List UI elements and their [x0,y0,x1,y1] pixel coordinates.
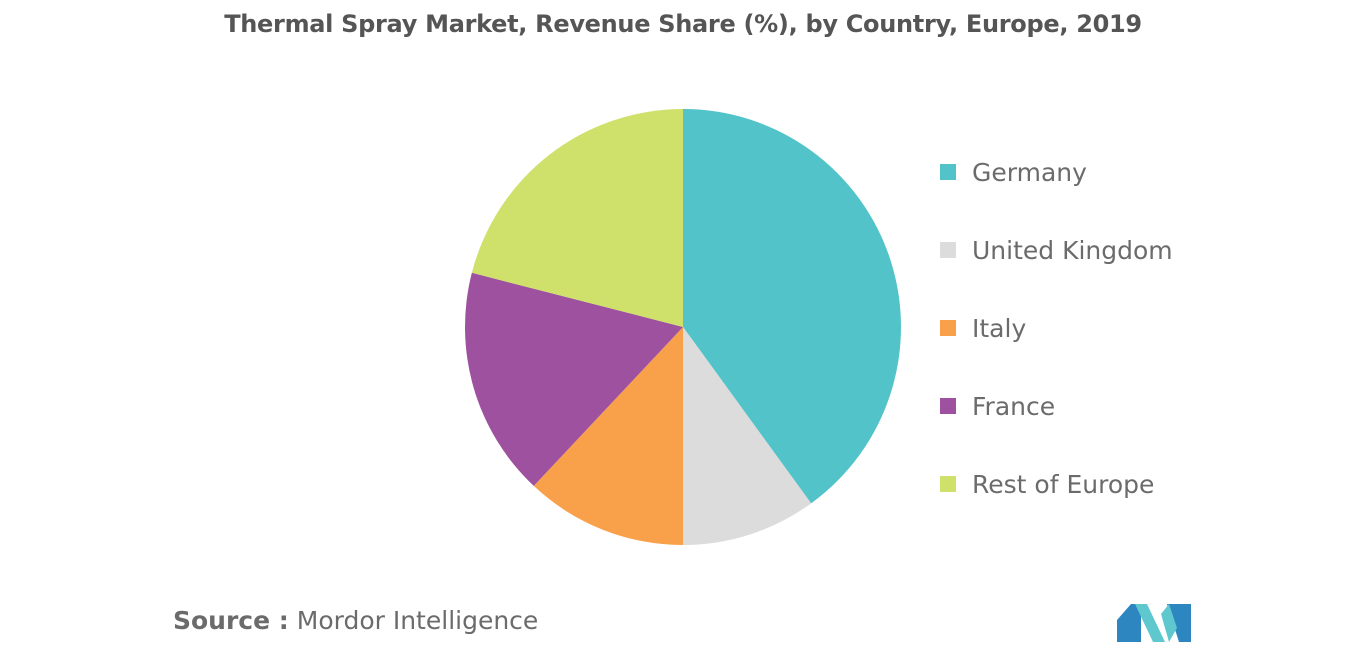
pie-slice-germany [683,109,901,504]
legend-swatch [940,398,956,414]
logo-middle-shape [1135,604,1165,642]
pie-slices [465,109,901,545]
legend-item-italy: Italy [940,308,1026,348]
legend-swatch [940,476,956,492]
pie-slice-rest-of-europe [471,109,683,327]
legend-label: Italy [972,313,1027,343]
legend-swatch [940,320,956,336]
logo-right-shape [1167,604,1191,642]
legend-swatch [940,164,956,180]
logo-left-shape [1117,604,1141,642]
legend-item-france: France [940,386,1055,426]
legend-item-germany: Germany [940,152,1087,192]
pie-slice-united-kingdom [683,327,812,545]
source-text: Mordor Intelligence [296,606,539,635]
legend-label: Germany [972,157,1087,187]
legend-label: Rest of Europe [972,469,1155,499]
legend-item-rest-of-europe: Rest of Europe [940,464,1154,504]
logo-inner-shape [1161,604,1177,642]
source-note: Source : Mordor Intelligence [173,606,538,635]
mordor-intelligence-logo-icon [1117,604,1191,642]
chart-title: Thermal Spray Market, Revenue Share (%),… [224,10,1142,38]
pie-slice-italy [533,327,683,545]
source-prefix: Source : [173,606,289,635]
legend-swatch [940,242,956,258]
pie-slice-france [465,272,683,486]
legend-item-united-kingdom: United Kingdom [940,230,1173,270]
legend-label: France [972,391,1056,421]
legend-label: United Kingdom [972,235,1173,265]
